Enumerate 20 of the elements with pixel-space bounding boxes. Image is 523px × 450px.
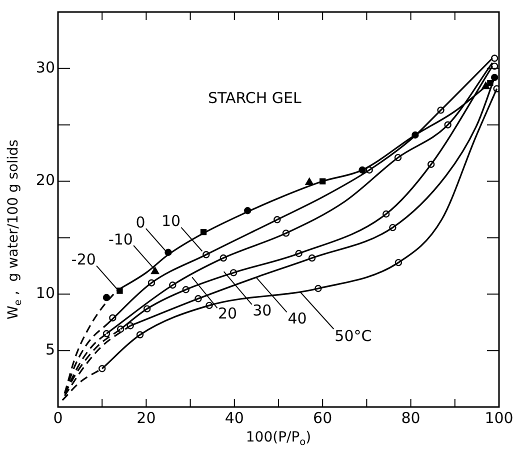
y-tick-label: 30 [36, 58, 55, 76]
y-tick-label: 20 [36, 171, 55, 190]
y-tick-label: 5 [45, 340, 55, 358]
annotation: 40 [288, 310, 307, 328]
annotation: 30 [252, 301, 272, 320]
y-tick-label: 10 [36, 284, 55, 302]
x-tick-label: 60 [313, 408, 332, 427]
annotation: -20 [71, 250, 96, 269]
annotation: 10 [162, 212, 181, 230]
y-axis-title: We , g water/100 g solids [6, 140, 24, 320]
x-tick-label: 0 [53, 408, 63, 427]
annotation: -10 [108, 230, 133, 248]
x-tick-label: 100 [484, 408, 514, 427]
text: STARCH GEL [208, 88, 302, 107]
annotation: 20 [218, 304, 238, 323]
x-tick-label: 20 [136, 408, 156, 427]
x-tick-label: 80 [401, 408, 420, 427]
annotation: 50°C [334, 326, 372, 345]
x-tick-label: 40 [224, 408, 244, 427]
annotation: 0 [136, 213, 146, 232]
